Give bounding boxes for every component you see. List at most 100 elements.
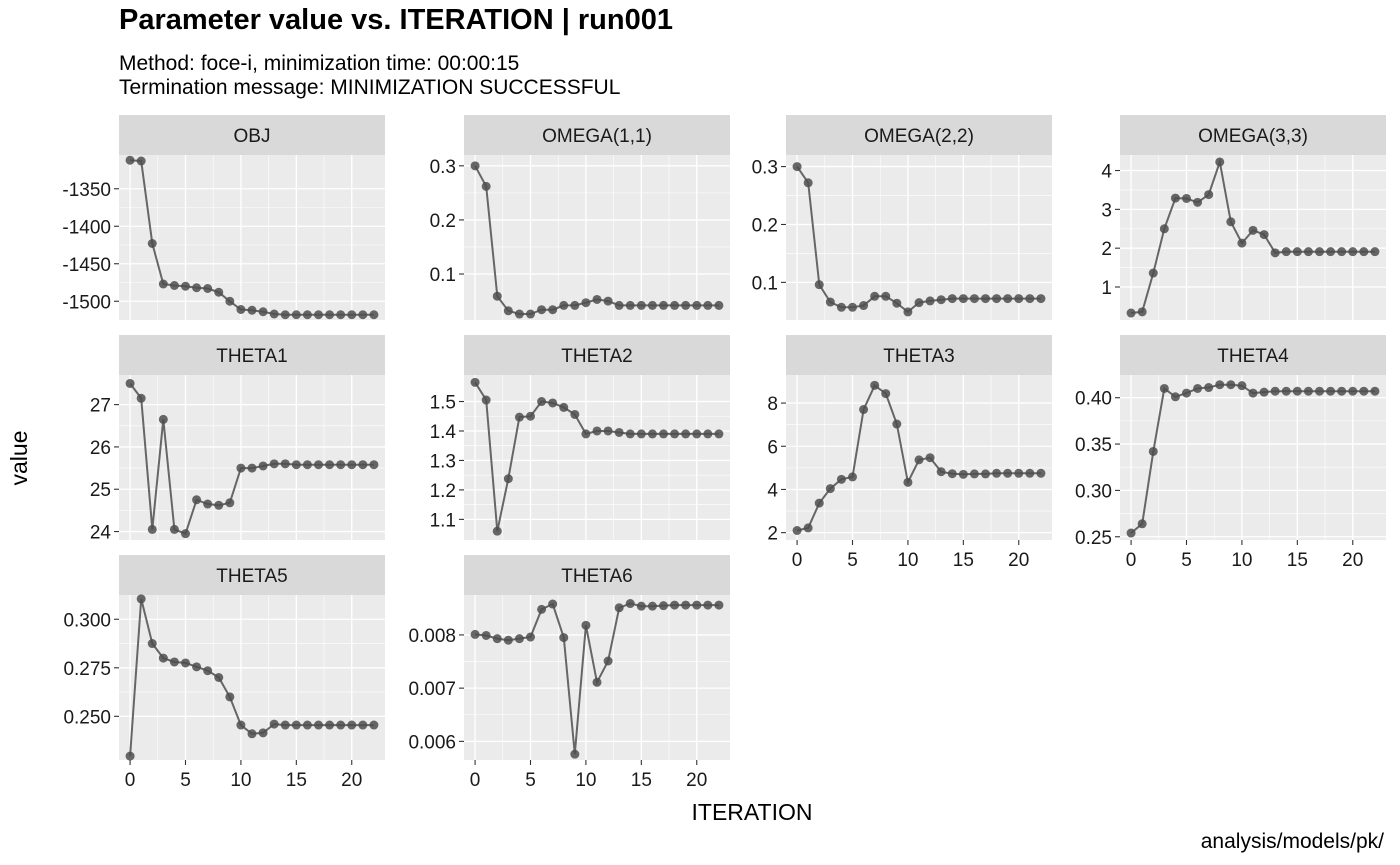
data-point: [347, 460, 357, 470]
y-tick-label: 8: [767, 394, 778, 415]
y-tick-label: -1500: [62, 292, 111, 313]
data-point: [291, 720, 301, 730]
facet-theta3: THETA3 2 4 6 8 0 5 10 15 20: [767, 335, 1052, 571]
data-point: [714, 600, 724, 610]
data-point: [336, 310, 346, 320]
data-point: [1137, 307, 1147, 317]
data-point: [1303, 386, 1313, 396]
data-point: [269, 459, 279, 469]
data-point: [947, 469, 957, 479]
y-tick-label: 6: [767, 437, 778, 458]
data-point: [158, 653, 168, 663]
data-point: [548, 305, 558, 315]
y-tick-label: 0.008: [408, 626, 456, 647]
data-point: [570, 409, 580, 419]
data-point: [181, 529, 190, 539]
data-point: [592, 677, 602, 687]
data-point: [570, 300, 580, 310]
data-point: [870, 380, 880, 390]
data-point: [614, 427, 624, 437]
panel-background: [1120, 375, 1386, 540]
data-point: [1003, 294, 1013, 304]
data-point: [1170, 392, 1180, 402]
data-point: [592, 426, 602, 436]
data-point: [537, 604, 547, 614]
data-point: [258, 461, 268, 471]
data-point: [125, 155, 135, 165]
data-point: [225, 498, 235, 508]
x-tick-label: 0: [792, 550, 803, 571]
data-point: [559, 633, 569, 643]
y-tick-label: 0.006: [408, 732, 456, 753]
facet-strip: [786, 115, 1052, 155]
data-point: [925, 296, 935, 306]
facet-strip-label: OMEGA(2,2): [864, 126, 974, 147]
data-point: [1315, 386, 1324, 396]
data-point: [681, 300, 691, 310]
facet-theta5: THETA5 0.250 0.275 0.300 0 5 10 15 20: [63, 555, 385, 791]
data-point: [136, 156, 146, 166]
data-point: [192, 495, 202, 505]
data-point: [503, 306, 513, 316]
data-point: [358, 310, 368, 320]
chart-caption: analysis/models/pk/: [1200, 830, 1384, 853]
data-point: [1126, 528, 1136, 538]
data-point: [1337, 247, 1347, 257]
data-point: [492, 526, 502, 536]
data-point: [714, 429, 724, 439]
x-tick-label: 15: [286, 770, 307, 791]
data-point: [325, 310, 335, 320]
data-point: [1359, 386, 1369, 396]
data-point: [1270, 248, 1280, 258]
facet-omega-1-1: OMEGA(1,1) 0.1 0.2 0.3: [430, 115, 730, 320]
data-point: [147, 639, 157, 649]
x-tick-label: 15: [631, 770, 652, 791]
y-tick-label: 4: [767, 480, 778, 501]
data-point: [969, 294, 979, 304]
panel-background: [464, 155, 730, 320]
data-point: [481, 630, 491, 640]
x-tick-label: 10: [575, 770, 596, 791]
data-point: [936, 295, 946, 305]
data-point: [225, 692, 235, 702]
data-point: [859, 405, 869, 415]
data-point: [636, 300, 646, 310]
x-tick-label: 20: [1342, 550, 1363, 571]
data-point: [1226, 380, 1236, 390]
data-point: [358, 720, 368, 730]
data-point: [1193, 383, 1203, 393]
data-point: [659, 601, 668, 611]
data-point: [147, 524, 157, 534]
x-tick-label: 0: [1126, 550, 1137, 571]
data-point: [470, 161, 480, 171]
data-point: [836, 474, 846, 484]
y-tick-label: 4: [1101, 162, 1112, 183]
data-point: [614, 603, 624, 613]
data-point: [548, 599, 558, 609]
data-point: [214, 287, 224, 297]
y-tick-label: 0.275: [63, 659, 111, 680]
data-point: [1025, 468, 1035, 478]
y-tick-label: 0.25: [1075, 528, 1112, 549]
y-tick-label: 2: [767, 524, 778, 545]
data-point: [192, 283, 202, 293]
data-point: [492, 291, 502, 301]
y-tick-label: 2: [1101, 239, 1112, 260]
facet-strip: [786, 335, 1052, 375]
data-point: [526, 309, 535, 319]
facet-strip: [119, 115, 385, 155]
facet-omega-2-2: OMEGA(2,2) 0.1 0.2 0.3: [752, 115, 1052, 320]
data-point: [892, 419, 902, 429]
facet-strip: [464, 335, 730, 375]
data-point: [692, 600, 702, 610]
y-tick-label: 25: [90, 480, 111, 501]
data-point: [269, 309, 279, 319]
data-point: [181, 658, 190, 668]
data-point: [1337, 386, 1347, 396]
data-point: [792, 162, 802, 172]
data-point: [236, 463, 246, 473]
data-point: [214, 500, 224, 510]
data-point: [336, 720, 346, 730]
x-tick-label: 15: [953, 550, 974, 571]
